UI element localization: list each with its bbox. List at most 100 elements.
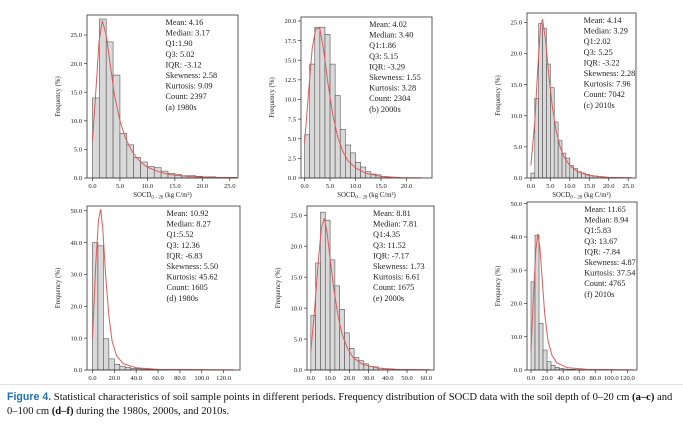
density-curve [530, 233, 634, 371]
x-tick-label: 60.0 [573, 375, 585, 382]
chart-panel-c: 0.0 5.0 10.0 15.0 20.0 25.0 0.0 5.0 10.0 15.0 20.0… [495, 12, 637, 201]
stat-line: Q1:2.02 [584, 37, 611, 46]
y-axis-label: Frequency (%) [55, 76, 62, 117]
y-axis-label: Frequency (%) [275, 268, 282, 309]
stat-line: Count: 1605 [167, 283, 208, 292]
stat-line: Skewness: 1.73 [373, 262, 425, 271]
plot-frame [306, 205, 435, 371]
stat-line: Median: 8.94 [584, 216, 629, 225]
histogram-bar [99, 18, 107, 179]
y-tick-label: 5.0 [514, 144, 523, 151]
x-tick-label: 20.0 [109, 375, 121, 382]
histogram-bar [550, 87, 555, 179]
x-tick-label: 0.0 [300, 183, 309, 190]
chart-panel-e: 0.0 10.0 20.0 30.0 40.0 50.0 60.0 0.0 5.0 10.0 15.… [275, 205, 435, 385]
stat-line: Skewness: 2.28 [584, 69, 636, 78]
histogram-bar [344, 332, 350, 371]
histogram-bar [160, 170, 169, 179]
x-tick-label: 20.0 [401, 183, 413, 190]
chart-panel-a: 0.0 5.0 10.0 15.0 20.0 25.0 0.0 5.0 10.0 15.0 20.0… [55, 14, 239, 201]
y-tick-label: 20.0 [510, 51, 522, 58]
y-tick-label: 20.0 [70, 61, 82, 68]
y-tick-label: 30.0 [510, 267, 522, 274]
stat-line: Median: 3.29 [584, 27, 628, 36]
stat-line: Mean: 8.81 [373, 209, 411, 218]
y-tick-label: 10.0 [290, 305, 302, 312]
density-curve [91, 20, 236, 179]
caption-text-3: during the 1980s, 2000s, and 2010s. [73, 406, 230, 417]
histogram-bar [345, 144, 351, 179]
stat-line: Median: 7.81 [373, 220, 417, 229]
x-tick-label: 5.0 [326, 183, 335, 190]
y-tick-label: 50.0 [510, 201, 522, 208]
y-tick-label: 5.0 [288, 136, 297, 143]
stat-line: Q1:4.35 [373, 230, 400, 239]
stat-line: Mean: 11.65 [584, 205, 626, 214]
panel-title: (e) 2000s [373, 294, 404, 303]
stat-line: Q3: 5.02 [166, 50, 195, 59]
y-tick-label: 0.0 [514, 175, 523, 182]
y-tick-label: 25.0 [70, 32, 82, 39]
x-tick-label: 100.0 [194, 375, 210, 382]
x-tick-label: 40.0 [382, 375, 394, 382]
chart-panel-f: 0.0 20.0 40.0 60.0 80.0 100.0 120.0 0.0 10.0 20.0… [495, 201, 638, 385]
stat-line: IQR: -3.12 [166, 60, 202, 69]
stat-line: IQR: -3.29 [369, 62, 405, 71]
y-tick-label: 17.5 [284, 38, 296, 45]
y-tick-label: 25.0 [290, 212, 302, 219]
y-tick-label: 10.0 [510, 113, 522, 120]
stat-line: Kurtosis: 45.62 [167, 273, 218, 282]
x-tick-label: 40.0 [557, 375, 569, 382]
x-tick-label: 30.0 [363, 375, 375, 382]
x-axis-label: SOCD0 – 20 (kg C/m²) [552, 192, 611, 201]
stat-line: Q1:5.83 [584, 226, 611, 235]
y-tick-label: 20.0 [284, 18, 296, 25]
plot-frame [86, 205, 241, 371]
x-tick-label: 60.0 [421, 375, 433, 382]
plot-frame [526, 201, 638, 371]
histogram-bar [324, 33, 331, 179]
density-curve [530, 19, 633, 179]
y-axis-label: Frequency (%) [495, 75, 502, 116]
histogram-bar [542, 28, 547, 179]
x-axis-label: SOCD0 – 20 (kg C/m²) [337, 192, 396, 201]
x-tick-label: 15.0 [584, 183, 596, 190]
histogram-bar [108, 358, 115, 371]
histogram-bar [542, 349, 548, 371]
caption-ref-2: (d–f) [51, 406, 74, 417]
histogram-bar [365, 171, 372, 179]
histogram-bar [119, 365, 126, 371]
x-tick-label: 15.0 [375, 183, 387, 190]
y-tick-label: 12.5 [284, 77, 296, 84]
stat-line: IQR: -7.84 [584, 247, 621, 256]
x-axis-label: SOCD0 – 20 (kg C/m²) [133, 192, 192, 201]
stat-line: Q3: 5.25 [584, 48, 613, 57]
x-tick-label: 20.0 [603, 183, 615, 190]
x-tick-label: 40.0 [130, 375, 142, 382]
y-tick-label: 15.0 [510, 82, 522, 89]
y-tick-label: 15.0 [290, 274, 302, 281]
x-tick-label: 5.0 [116, 183, 125, 190]
y-tick-label: 0.0 [514, 367, 523, 374]
stat-line: Q3: 5.15 [369, 52, 398, 61]
stat-line: Count: 2304 [369, 94, 411, 103]
y-tick-label: 0.0 [74, 367, 83, 374]
y-tick-label: 2.5 [288, 156, 297, 163]
y-axis-label: Frequency (%) [269, 77, 276, 118]
stat-line: IQR: -3.22 [584, 58, 620, 67]
plot-frame [300, 16, 433, 179]
x-tick-label: 0.0 [527, 183, 536, 190]
figure-label: Figure 4. [7, 391, 52, 403]
stat-line: Q1:5.52 [167, 230, 194, 239]
stat-line: Mean: 10.92 [167, 209, 209, 218]
x-tick-label: 25.0 [224, 183, 236, 190]
histogram-bar [119, 133, 128, 179]
histogram-bar [114, 363, 121, 371]
y-tick-label: 40.0 [510, 234, 522, 241]
density-curve [310, 218, 431, 371]
stat-line: Mean: 4.16 [166, 18, 204, 27]
histogram-bar [320, 211, 326, 371]
y-tick-label: 20.0 [290, 243, 302, 250]
figure-panels: 0.0 5.0 10.0 15.0 20.0 25.0 0.0 5.0 10.0 15.0 20.0… [55, 12, 638, 385]
histogram-bar [550, 365, 556, 371]
